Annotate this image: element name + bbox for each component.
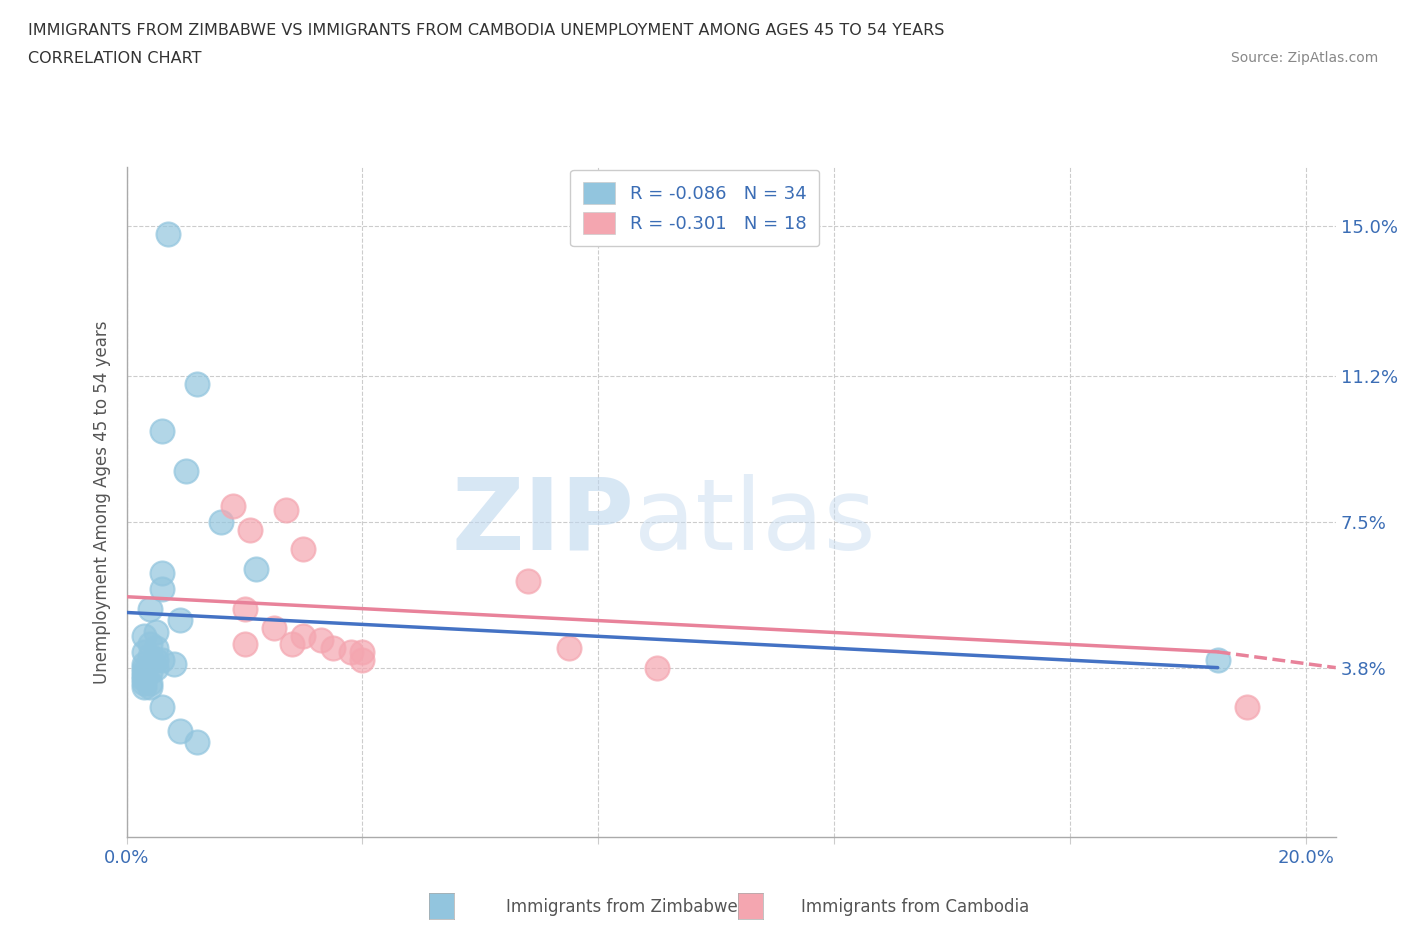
Point bbox=[263, 621, 285, 636]
Point bbox=[139, 664, 162, 679]
Text: CORRELATION CHART: CORRELATION CHART bbox=[28, 51, 201, 66]
Point bbox=[352, 644, 374, 659]
Point bbox=[156, 227, 179, 242]
Point bbox=[134, 676, 156, 691]
Point bbox=[186, 377, 208, 392]
Point bbox=[339, 644, 361, 659]
Point bbox=[163, 657, 186, 671]
Text: Source: ZipAtlas.com: Source: ZipAtlas.com bbox=[1230, 51, 1378, 65]
Point bbox=[134, 657, 156, 671]
Point bbox=[145, 625, 167, 640]
Y-axis label: Unemployment Among Ages 45 to 54 years: Unemployment Among Ages 45 to 54 years bbox=[93, 321, 111, 684]
Point bbox=[222, 498, 245, 513]
Point bbox=[647, 660, 669, 675]
Text: Immigrants from Zimbabwe: Immigrants from Zimbabwe bbox=[506, 897, 738, 916]
Point bbox=[174, 463, 197, 478]
Point bbox=[145, 641, 167, 656]
Point bbox=[245, 562, 267, 577]
Point bbox=[274, 502, 297, 517]
Text: ZIP: ZIP bbox=[451, 473, 634, 571]
Text: Immigrants from Cambodia: Immigrants from Cambodia bbox=[801, 897, 1029, 916]
Point bbox=[233, 601, 256, 616]
Point bbox=[134, 660, 156, 675]
Point bbox=[150, 581, 173, 596]
Point bbox=[516, 574, 538, 589]
Text: atlas: atlas bbox=[634, 473, 876, 571]
Point bbox=[150, 699, 173, 714]
Legend: R = -0.086   N = 34, R = -0.301   N = 18: R = -0.086 N = 34, R = -0.301 N = 18 bbox=[571, 170, 820, 246]
Point bbox=[139, 676, 162, 691]
Point bbox=[150, 424, 173, 439]
Point bbox=[558, 641, 581, 656]
Point bbox=[134, 680, 156, 695]
Point bbox=[139, 636, 162, 651]
Point bbox=[145, 652, 167, 667]
Point bbox=[139, 680, 162, 695]
Point bbox=[292, 629, 315, 644]
Point bbox=[233, 636, 256, 651]
Point bbox=[292, 542, 315, 557]
Point bbox=[322, 641, 344, 656]
Point bbox=[209, 514, 232, 529]
Point bbox=[352, 652, 374, 667]
Point bbox=[150, 565, 173, 580]
Point bbox=[309, 632, 332, 647]
Point bbox=[169, 724, 191, 738]
Point bbox=[169, 613, 191, 628]
Point bbox=[134, 664, 156, 679]
Point bbox=[139, 601, 162, 616]
Text: IMMIGRANTS FROM ZIMBABWE VS IMMIGRANTS FROM CAMBODIA UNEMPLOYMENT AMONG AGES 45 : IMMIGRANTS FROM ZIMBABWE VS IMMIGRANTS F… bbox=[28, 23, 945, 38]
Point bbox=[134, 668, 156, 683]
Point bbox=[150, 652, 173, 667]
Point bbox=[186, 735, 208, 750]
Point bbox=[134, 629, 156, 644]
Point bbox=[1206, 652, 1229, 667]
Point bbox=[280, 636, 302, 651]
Point bbox=[139, 648, 162, 663]
Point bbox=[239, 523, 262, 538]
Point bbox=[1236, 699, 1258, 714]
Point bbox=[134, 672, 156, 687]
Point bbox=[145, 660, 167, 675]
Point bbox=[134, 644, 156, 659]
